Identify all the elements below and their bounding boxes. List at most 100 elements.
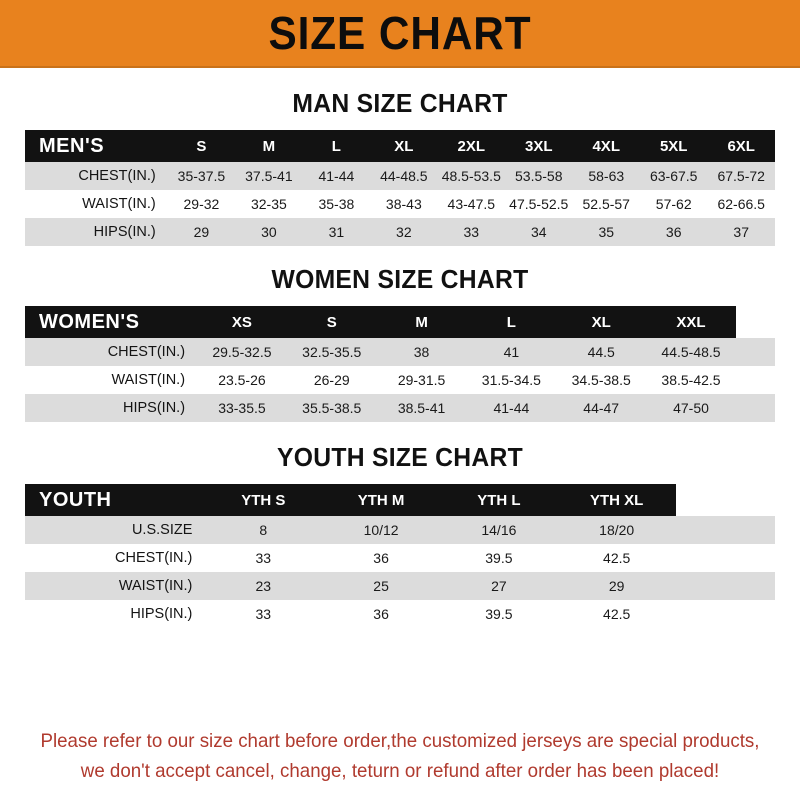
youth-size-header-2: YTH L (439, 484, 558, 516)
man-size-header-2: L (302, 130, 371, 162)
man-cell-1-8: 62-66.5 (707, 190, 775, 218)
youth-cell-2-0: 23 (204, 572, 323, 600)
women-cell-2-4: 44-47 (556, 394, 647, 422)
table-row: HIPS(IN.) 29 30 31 32 33 34 35 36 37 (25, 218, 775, 246)
table-row: U.S.SIZE 8 10/12 14/16 18/20 (25, 516, 775, 544)
women-cell-0-0: 29.5-32.5 (197, 338, 287, 366)
footer-disclaimer: Please refer to our size chart before or… (16, 726, 784, 786)
man-cell-1-7: 57-62 (639, 190, 708, 218)
man-size-header-7: 5XL (639, 130, 708, 162)
man-size-header-3: XL (370, 130, 438, 162)
youth-cell-3-0: 33 (204, 600, 323, 628)
man-row-label-2: HIPS(IN.) (25, 218, 168, 246)
women-row-label-2: HIPS(IN.) (25, 394, 198, 422)
youth-row-spacer-1 (675, 544, 775, 572)
table-row: CHEST(IN.) 33 36 39.5 42.5 (25, 544, 775, 572)
man-cell-0-5: 53.5-58 (505, 162, 573, 190)
man-size-header-6: 4XL (572, 130, 640, 162)
women-row-label-0: CHEST(IN.) (25, 338, 198, 366)
women-cell-1-4: 34.5-38.5 (556, 366, 647, 394)
men-size-table: MEN'S S M L XL 2XL 3XL 4XL 5XL 6XL CHEST(IN.) 35-37… (25, 130, 775, 246)
section-man: MAN SIZE CHART MEN'S S M L XL 2XL 3XL 4XL 5XL 6XL… (0, 90, 800, 246)
man-cell-1-4: 43-47.5 (437, 190, 506, 218)
man-row-label-1: WAIST(IN.) (25, 190, 168, 218)
youth-size-header-3: YTH XL (557, 484, 676, 516)
man-size-header-4: 2XL (437, 130, 506, 162)
man-cell-2-1: 30 (235, 218, 303, 246)
page-banner: SIZE CHART (0, 0, 800, 68)
youth-cell-2-2: 27 (439, 572, 558, 600)
women-cell-0-4: 44.5 (556, 338, 647, 366)
man-cell-0-0: 35-37.5 (167, 162, 236, 190)
women-cell-2-5: 47-50 (646, 394, 736, 422)
women-cell-0-3: 41 (466, 338, 557, 366)
youth-row-spacer-3 (675, 600, 775, 628)
women-row-spacer-2 (735, 394, 775, 422)
table-row: WAIST(IN.) 23 25 27 29 (25, 572, 775, 600)
youth-row-spacer-0 (675, 516, 775, 544)
footer-line-1: Please refer to our size chart before or… (40, 729, 760, 752)
women-cell-1-5: 38.5-42.5 (646, 366, 736, 394)
man-cell-2-6: 35 (572, 218, 640, 246)
youth-cell-1-1: 36 (322, 544, 440, 572)
man-cell-1-6: 52.5-57 (572, 190, 640, 218)
table-row: CHEST(IN.) 35-37.5 37.5-41 41-44 44-48.5 48.5… (25, 162, 775, 190)
women-size-header-0: XS (197, 306, 287, 338)
women-cell-1-0: 23.5-26 (197, 366, 287, 394)
women-cell-2-2: 38.5-41 (376, 394, 467, 422)
women-table-body: WOMEN'S XS S M L XL XXL CHEST(IN.) 29.5-32.5 32.5… (25, 306, 775, 422)
man-cell-2-5: 34 (505, 218, 573, 246)
man-cell-1-5: 47.5-52.5 (505, 190, 573, 218)
youth-table-header-row: YOUTH YTH S YTH M YTH L YTH XL (25, 484, 775, 516)
section-youth: YOUTH SIZE CHART YOUTH YTH S YTH M YTH L YTH… (0, 444, 800, 628)
women-size-header-1: S (286, 306, 377, 338)
youth-cell-2-1: 25 (322, 572, 440, 600)
women-cell-0-5: 44.5-48.5 (646, 338, 736, 366)
youth-row-label-1: CHEST(IN.) (25, 544, 205, 572)
youth-cell-3-1: 36 (322, 600, 440, 628)
youth-cell-1-0: 33 (204, 544, 323, 572)
man-cell-2-7: 36 (639, 218, 708, 246)
section-title-youth: YOUTH SIZE CHART (276, 442, 524, 472)
women-size-header-3: L (466, 306, 557, 338)
women-size-header-2: M (376, 306, 467, 338)
youth-cell-0-3: 18/20 (557, 516, 676, 544)
women-size-header-5: XXL (646, 306, 736, 338)
man-cell-0-6: 58-63 (572, 162, 640, 190)
youth-row-spacer-2 (675, 572, 775, 600)
page-title: SIZE CHART (268, 7, 532, 59)
women-cell-2-3: 41-44 (466, 394, 557, 422)
youth-row-label-0: U.S.SIZE (25, 516, 205, 544)
youth-cell-0-1: 10/12 (322, 516, 440, 544)
man-cell-1-3: 38-43 (370, 190, 438, 218)
man-cell-0-1: 37.5-41 (235, 162, 303, 190)
women-row-spacer-1 (735, 366, 775, 394)
man-cell-1-2: 35-38 (302, 190, 371, 218)
man-cell-2-2: 31 (302, 218, 371, 246)
women-cell-2-1: 35.5-38.5 (286, 394, 377, 422)
man-cell-2-0: 29 (167, 218, 236, 246)
table-row: HIPS(IN.) 33 36 39.5 42.5 (25, 600, 775, 628)
table-row: WAIST(IN.) 29-32 32-35 35-38 38-43 43-47.5 47.… (25, 190, 775, 218)
youth-size-header-1: YTH M (322, 484, 440, 516)
youth-row-label-3: HIPS(IN.) (25, 600, 205, 628)
youth-size-table: YOUTH YTH S YTH M YTH L YTH XL U.S.SIZE 8 10/12… (25, 484, 775, 628)
man-cell-0-8: 67.5-72 (707, 162, 775, 190)
youth-cell-3-3: 42.5 (557, 600, 676, 628)
man-cell-2-8: 37 (707, 218, 775, 246)
man-size-header-8: 6XL (707, 130, 775, 162)
youth-cell-1-3: 42.5 (557, 544, 676, 572)
man-cell-0-2: 41-44 (302, 162, 371, 190)
youth-cell-1-2: 39.5 (439, 544, 558, 572)
women-cell-1-2: 29-31.5 (376, 366, 467, 394)
man-size-header-5: 3XL (505, 130, 573, 162)
women-cell-0-2: 38 (376, 338, 467, 366)
youth-header-label: YOUTH (25, 484, 205, 516)
table-row: CHEST(IN.) 29.5-32.5 32.5-35.5 38 41 44.5 44.5… (25, 338, 775, 366)
women-table-header-row: WOMEN'S XS S M L XL XXL (25, 306, 775, 338)
women-size-table: WOMEN'S XS S M L XL XXL CHEST(IN.) 29.5-32.5 32.5… (25, 306, 775, 422)
youth-table-body: YOUTH YTH S YTH M YTH L YTH XL U.S.SIZE 8 10/12… (25, 484, 775, 628)
table-row: HIPS(IN.) 33-35.5 35.5-38.5 38.5-41 41-44 44-… (25, 394, 775, 422)
man-cell-0-4: 48.5-53.5 (437, 162, 506, 190)
women-header-label: WOMEN'S (25, 306, 198, 338)
